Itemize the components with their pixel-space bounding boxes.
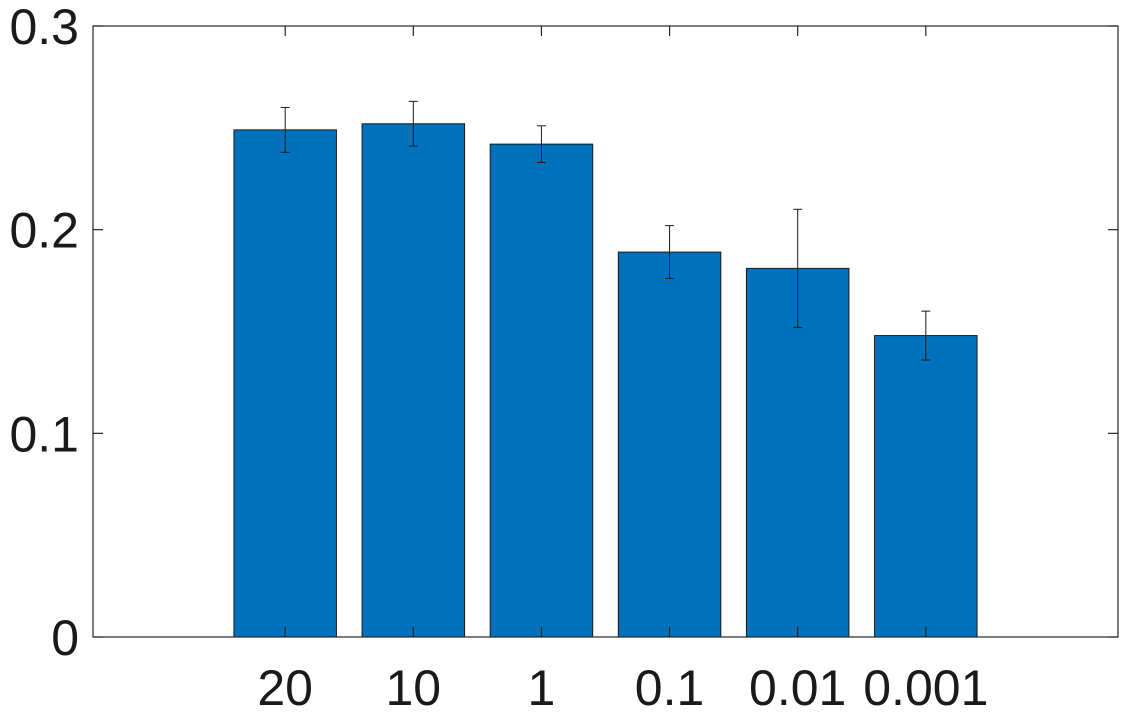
y-tick-label-0.1: 0.1 — [9, 406, 79, 462]
bar-0.01 — [745, 267, 850, 638]
y-tick-label-0.2: 0.2 — [9, 203, 79, 259]
x-tick-label-0.001: 0.001 — [863, 660, 988, 716]
y-tick-label-0: 0 — [51, 610, 79, 666]
x-tick-labels: 20 10 1 0.1 0.01 0.001 — [257, 660, 988, 716]
y-tick-label-0.3: 0.3 — [9, 0, 79, 55]
bar-0.1 — [617, 251, 722, 638]
bar-1 — [489, 143, 594, 638]
x-tick-label-10: 10 — [386, 660, 442, 716]
bars-group — [233, 123, 978, 638]
bar-20 — [233, 129, 337, 638]
x-tick-label-0.1: 0.1 — [635, 660, 705, 716]
axes-group — [92, 25, 1119, 638]
bar-10 — [361, 123, 466, 638]
error-bars-group — [280, 100, 931, 361]
x-tick-label-20: 20 — [257, 660, 313, 716]
x-tick-label-0.01: 0.01 — [749, 660, 846, 716]
x-tick-label-1: 1 — [528, 660, 556, 716]
axes-box — [92, 25, 1119, 638]
bar-0.001 — [874, 335, 978, 638]
y-tick-labels: 0 0.1 0.2 0.3 — [9, 0, 79, 666]
